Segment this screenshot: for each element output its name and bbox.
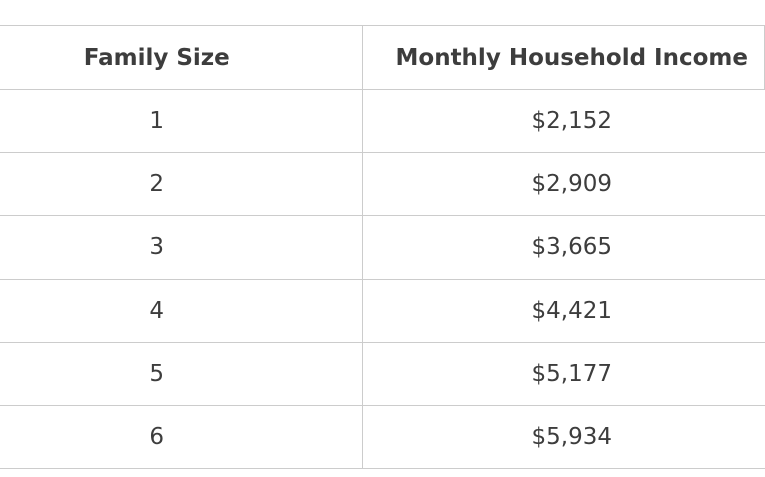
family-size-cell: 6 [0, 404, 363, 470]
income-header: Monthly Household Income [362, 25, 765, 90]
income-cell: $2,909 [362, 152, 765, 217]
family-size-cell: 3 [0, 215, 363, 280]
table-row: 2 $2,909 [0, 152, 765, 217]
family-size-header: Family Size [0, 25, 363, 90]
family-size-cell: 2 [0, 152, 363, 217]
family-size-cell: 4 [0, 278, 363, 343]
income-cell: $4,421 [362, 278, 765, 343]
table-row: 6 $5,934 [0, 404, 765, 470]
family-size-cell: 1 [0, 88, 363, 154]
table-row: 3 $3,665 [0, 215, 765, 280]
income-cell: $3,665 [362, 215, 765, 280]
income-cell: $5,934 [362, 404, 765, 470]
family-size-cell: 5 [0, 341, 363, 406]
table-row: 4 $4,421 [0, 278, 765, 343]
income-cell: $5,177 [362, 341, 765, 406]
table-header-row: Family Size Monthly Household Income [0, 25, 765, 90]
income-cell: $2,152 [362, 88, 765, 154]
table-row: 1 $2,152 [0, 88, 765, 154]
table-row: 5 $5,177 [0, 341, 765, 406]
income-table: Family Size Monthly Household Income 1 $… [0, 25, 765, 470]
